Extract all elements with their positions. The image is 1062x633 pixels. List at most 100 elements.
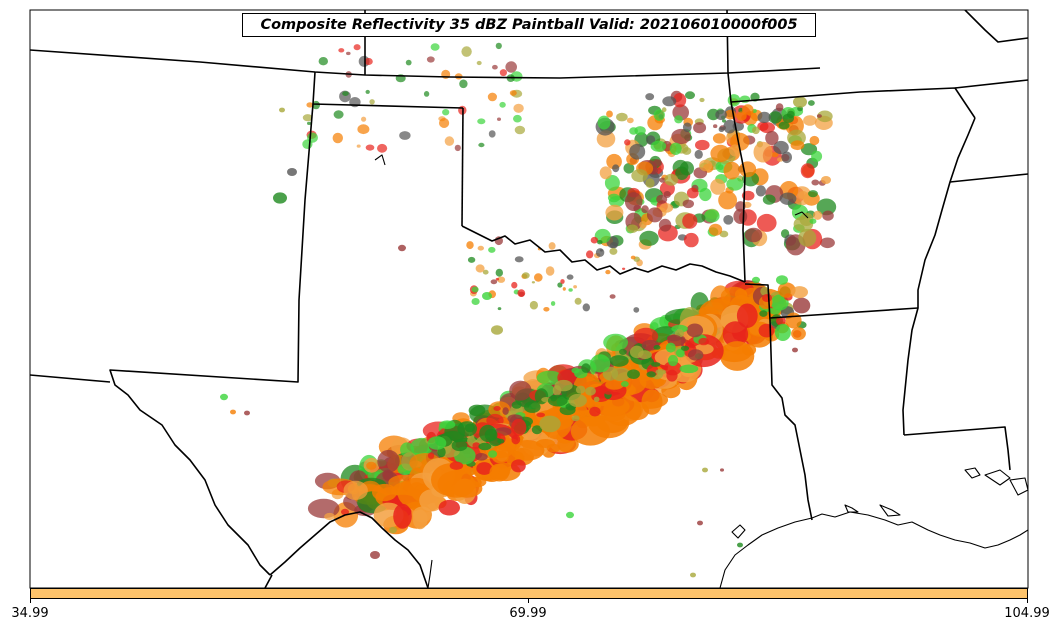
reflectivity-blob [641,389,663,415]
reflectivity-blob [524,401,541,413]
reflectivity-blob [273,192,287,204]
reflectivity-blob [816,114,822,118]
reflectivity-blob [534,273,543,282]
reflectivity-blob [442,109,450,116]
reflectivity-blob [377,449,400,473]
colorbar-tick-mid [528,599,529,603]
reflectivity-blob [581,363,591,373]
reflectivity-blob [459,79,468,89]
reflectivity-blob [653,109,665,121]
reflectivity-blob [605,269,611,275]
reflectivity-blob [631,169,648,183]
louisiana-mississippi-border [903,426,1011,471]
reflectivity-blob [778,121,790,130]
reflectivity-blob [762,194,776,205]
reflectivity-blob [495,277,500,281]
reflectivity-blob [365,144,375,151]
reflectivity-blob [756,213,777,232]
reflectivity-blob [427,452,435,459]
reflectivity-blob [686,323,704,338]
reflectivity-blob [599,166,612,180]
colorbar-tick-label-min: 34.99 [11,606,49,621]
reflectivity-blob [726,177,744,191]
reflectivity-blob [472,442,481,449]
reflectivity-blob [590,236,599,244]
reflectivity-blob [685,91,695,100]
reflectivity-blob [338,48,345,53]
reflectivity-blob [405,59,412,66]
reflectivity-blob [609,294,616,299]
reflectivity-blob [466,241,474,250]
reflectivity-blob [606,110,613,118]
reflectivity-blob [775,103,784,112]
reflectivity-blob [671,324,688,333]
reflectivity-blob [698,337,710,346]
reflectivity-blob [346,51,351,56]
reflectivity-blob [793,216,814,232]
reflectivity-blob [719,230,729,238]
reflectivity-blob [634,126,646,136]
reflectivity-blob [550,301,556,306]
reflectivity-blob [629,345,644,359]
reflectivity-blob [662,96,677,107]
reflectivity-blob [787,110,795,119]
reflectivity-blob [792,297,811,314]
reflectivity-blob [710,178,726,195]
colorbar-tick-label-max: 104.99 [1004,606,1050,621]
reflectivity-blob [646,371,656,378]
texas-arkansas-border [744,283,771,321]
reflectivity-blob [605,204,624,221]
reflectivity-blob [712,133,726,144]
reflectivity-blob [679,364,699,374]
reflectivity-blob [230,409,236,415]
reflectivity-blob [722,321,749,348]
reflectivity-blob [803,115,817,126]
reflectivity-blob [817,110,833,123]
reflectivity-blob [513,103,524,113]
reflectivity-blob [781,151,792,164]
tennessee-border [954,79,1028,89]
reflectivity-blob [475,453,488,461]
reflectivity-blob [514,256,524,263]
reflectivity-blob [676,348,685,358]
reflectivity-blob [590,354,611,373]
reflectivity-blob [811,179,820,186]
reflectivity-blob [560,279,565,284]
reflectivity-blob [531,281,536,284]
reflectivity-blob [343,480,368,500]
reflectivity-blob [497,117,501,121]
reflectivity-blob [641,205,649,214]
reflectivity-blob [302,139,313,149]
red-river-border [461,225,746,283]
reflectivity-blob [476,60,482,66]
reflectivity-blob [694,149,703,159]
reflectivity-blob [517,289,526,297]
arkansas-louisiana-border [769,307,919,319]
reflectivity-blob [759,310,768,317]
reflectivity-blob [513,114,522,123]
reflectivity-blob [444,136,455,146]
reflectivity-blob [412,506,432,523]
reflectivity-blob [609,242,618,249]
colorbar [30,588,1028,599]
reflectivity-blob [762,294,772,302]
reflectivity-blob [389,526,397,534]
reflectivity-blob [717,164,724,171]
reflectivity-blob [333,110,344,119]
tennessee-mississippi-border [949,173,1028,183]
reflectivity-blob [813,210,823,220]
reflectivity-blob [655,369,667,375]
reflectivity-blob [502,407,509,415]
reflectivity-blob [341,508,349,516]
reflectivity-blob [477,118,486,125]
missouri-illinois-border [964,10,1028,43]
reflectivity-blob [669,142,682,155]
state-boundaries [30,10,1028,588]
reflectivity-blob [715,109,727,121]
reflectivity-blob [757,111,771,123]
reflectivity-blob [666,334,681,342]
reflectivity-blob [809,218,817,224]
reflectivity-blob [722,119,726,123]
reflectivity-blob [586,250,594,259]
reflectivity-blob [770,294,789,311]
